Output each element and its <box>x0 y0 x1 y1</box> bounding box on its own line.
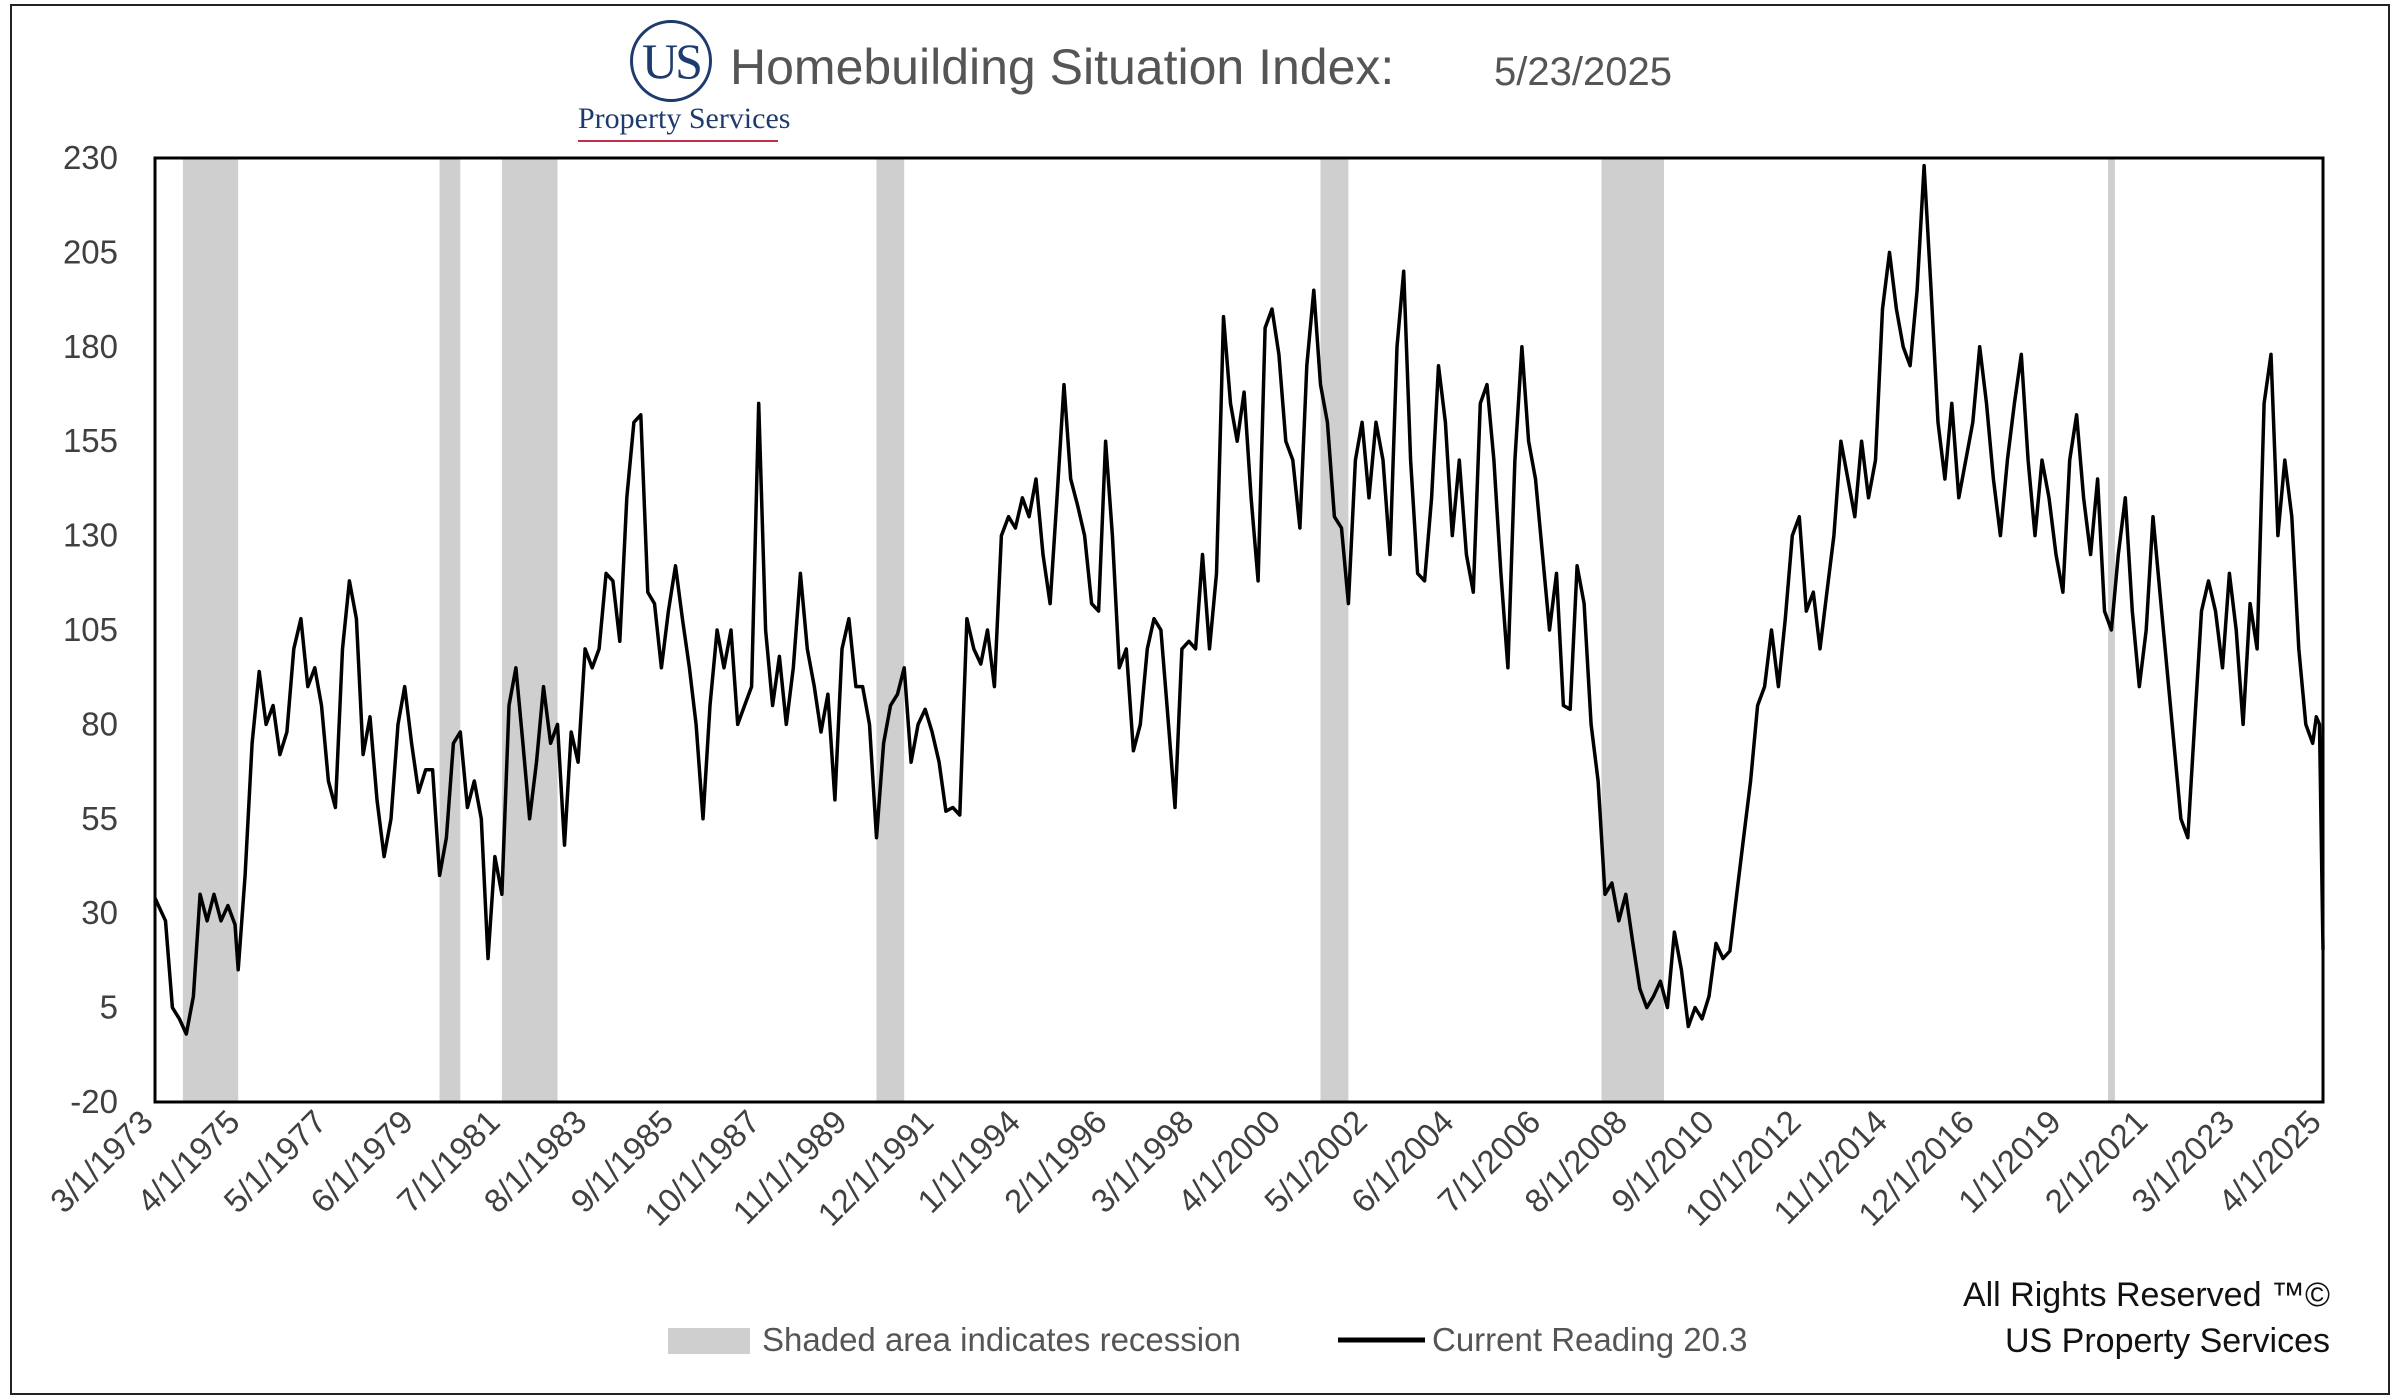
y-tick-label: 105 <box>63 611 118 648</box>
logo-text: Property Services <box>578 102 791 135</box>
y-tick-label: 230 <box>63 139 118 176</box>
y-tick-label: 130 <box>63 517 118 554</box>
series-layer <box>153 163 2325 1036</box>
y-tick-label: 55 <box>81 800 118 837</box>
y-axis-ticks: 230 205 180 155 130 105 80 55 30 5 -20 <box>63 139 118 1120</box>
company-logo: US Property Services <box>578 20 791 150</box>
recession-band-3 <box>501 158 558 1102</box>
y-tick-label: 5 <box>100 989 118 1026</box>
logo-initials: US <box>630 20 712 102</box>
y-tick-label: -20 <box>70 1083 118 1120</box>
legend-line-label: Current Reading 20.3 <box>1432 1321 1748 1358</box>
plot-area-border <box>153 156 2325 1104</box>
chart-date: 5/23/2025 <box>1494 50 1672 94</box>
legend-recession-label: Shaded area indicates recession <box>762 1321 1241 1358</box>
legend: Shaded area indicates recession Current … <box>668 1321 1748 1358</box>
logo-underline <box>578 140 778 142</box>
y-tick-label: 155 <box>63 422 118 459</box>
copyright-line-1: All Rights Reserved ™© <box>1962 1276 2330 1314</box>
chart-title: Homebuilding Situation Index: <box>730 39 1395 95</box>
recession-shading <box>182 158 2115 1102</box>
recession-band-4 <box>876 158 905 1102</box>
copyright-line-2: US Property Services <box>2005 1322 2330 1360</box>
y-tick-label: 30 <box>81 894 118 931</box>
y-tick-label: 80 <box>81 705 118 742</box>
recession-band-2 <box>439 158 461 1102</box>
chart-frame <box>10 4 2390 1395</box>
recession-band-1 <box>182 158 239 1102</box>
x-axis-ticks: 3/1/19734/1/19755/1/19776/1/19797/1/1981… <box>43 1103 2328 1233</box>
y-tick-label: 180 <box>63 328 118 365</box>
recession-band-6 <box>1601 158 1664 1102</box>
copyright-notice: All Rights Reserved ™© US Property Servi… <box>1963 1272 2330 1364</box>
series-line-1 <box>153 163 2325 1036</box>
y-tick-label: 205 <box>63 233 118 270</box>
recession-band-5 <box>1320 158 1349 1102</box>
legend-recession-swatch <box>668 1328 750 1354</box>
